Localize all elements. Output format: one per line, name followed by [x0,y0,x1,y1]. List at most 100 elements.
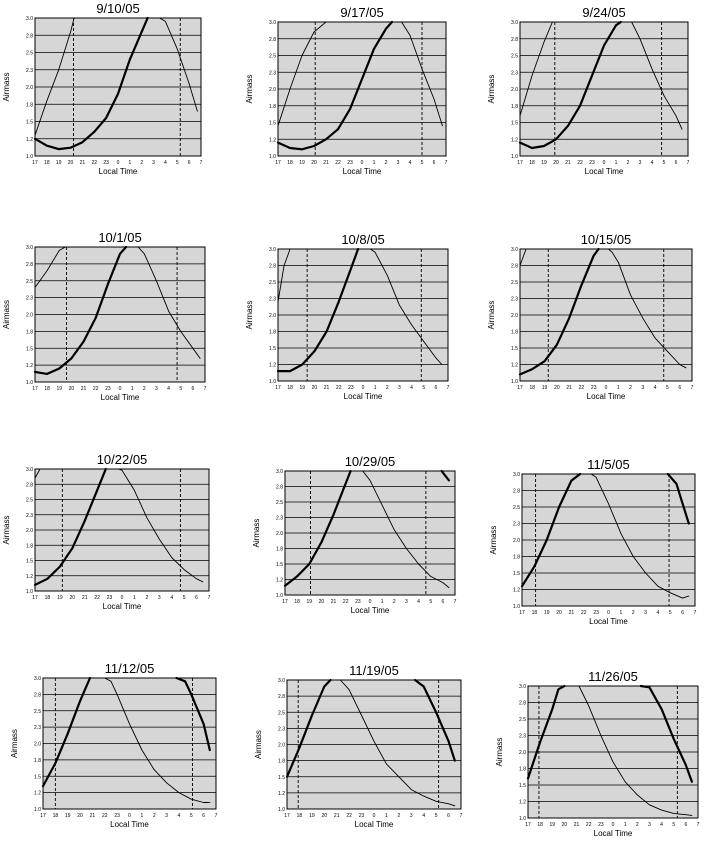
y-tick-label: 1.2 [26,137,33,143]
airmass-curve-thin [519,248,527,266]
x-tick-label: 3 [648,822,651,828]
x-tick-label: 7 [200,160,203,166]
x-tick-label: 22 [102,813,108,819]
airmass-curve-thin [159,17,198,112]
x-tick-label: 2 [386,385,389,391]
x-tick-label: 17 [275,385,281,391]
x-tick-label: 2 [397,813,400,819]
x-tick-label: 3 [397,160,400,166]
x-tick-label: 19 [541,160,547,166]
y-tick-label: 1.0 [276,593,283,599]
y-tick-label: 1.5 [26,120,33,126]
y-tick-label: 1.8 [278,759,285,765]
y-tick-label: 1.2 [269,137,276,143]
x-tick-label: 0 [361,160,364,166]
chart-title: 11/19/05 [349,663,399,678]
x-tick-label: 0 [607,610,610,616]
y-tick-label: 1.8 [511,330,518,336]
y-tick-label: 2.8 [513,489,520,495]
x-tick-label: 17 [517,160,523,166]
x-tick-label: 6 [681,610,684,616]
y-tick-label: 1.0 [519,816,526,822]
x-tick-label: 6 [678,385,681,391]
x-tick-label: 23 [593,610,599,616]
airmass-curve-thick [33,467,107,586]
x-tick-label: 19 [300,385,306,391]
x-tick-label: 22 [579,385,585,391]
airmass-curve-thick [518,247,600,376]
x-tick-label: 22 [335,160,341,166]
x-tick-label: 22 [94,595,100,601]
x-tick-label: 22 [581,610,587,616]
x-tick-label: 1 [128,160,131,166]
y-axis-label: Airmass [487,301,496,330]
x-axis-label: Local Time [110,820,149,829]
x-axis-label: Local Time [594,829,633,838]
y-tick-label: 1.0 [511,154,518,160]
y-tick-label: 1.2 [511,137,518,143]
y-tick-label: 2.5 [34,709,41,715]
airmass-curve-thick [276,247,360,373]
y-tick-label: 2.0 [511,87,518,93]
x-tick-label: 0 [117,160,120,166]
airmass-panel: 1.01.21.51.82.02.32.52.83.017 18 19 20 21 22 2… [2,230,207,402]
airmass-curve-thin [339,679,456,807]
y-tick-label: 1.5 [269,121,276,127]
x-tick-label: 23 [355,599,361,605]
x-tick-label: 5 [183,595,186,601]
x-tick-label: 22 [336,385,342,391]
x-tick-label: 19 [307,599,313,605]
y-axis-label: Airmass [254,730,263,759]
y-tick-label: 1.8 [276,547,283,553]
y-tick-label: 2.0 [269,313,276,319]
y-tick-label: 2.8 [34,692,41,698]
y-tick-label: 2.3 [511,70,518,76]
x-tick-label: 5 [672,822,675,828]
x-tick-label: 3 [639,160,642,166]
x-tick-label: 1 [374,385,377,391]
x-tick-label: 23 [103,160,109,166]
airmass-panel: 1.01.21.51.82.02.32.52.83.017 18 19 20 21 22 2… [245,5,448,176]
airmass-curve-thin [34,468,41,479]
y-tick-label: 1.0 [26,380,33,386]
x-tick-label: 2 [636,822,639,828]
y-tick-label: 2.5 [513,505,520,511]
y-tick-label: 2.0 [519,750,526,756]
y-tick-label: 1.2 [34,791,41,797]
x-tick-label: 21 [81,386,87,392]
x-tick-label: 19 [542,385,548,391]
x-tick-label: 20 [322,813,328,819]
x-tick-label: 2 [153,813,156,819]
x-tick-label: 22 [577,160,583,166]
y-tick-label: 2.5 [519,717,526,723]
x-tick-label: 4 [409,160,412,166]
x-tick-label: 6 [195,595,198,601]
x-axis-label: Local Time [585,167,624,176]
airmass-curve-thin [608,248,687,369]
chart-title: 10/15/05 [581,232,632,247]
y-axis-label: Airmass [487,75,496,104]
x-tick-label: 18 [529,160,535,166]
x-tick-label: 4 [170,595,173,601]
x-tick-label: 7 [687,160,690,166]
x-tick-label: 3 [398,385,401,391]
y-tick-label: 1.0 [26,154,33,160]
x-tick-label: 5 [422,385,425,391]
y-tick-label: 1.8 [26,102,33,108]
y-tick-label: 3.0 [26,467,33,473]
airmass-curve-thin [277,248,291,303]
x-tick-label: 0 [128,813,131,819]
x-tick-label: 6 [434,385,437,391]
x-tick-label: 2 [140,160,143,166]
x-tick-label: 17 [32,386,38,392]
x-tick-label: 2 [627,160,630,166]
x-tick-label: 7 [204,386,207,392]
airmass-panel: 1.01.21.51.82.02.32.52.83.017 18 19 20 21 22 2… [252,454,457,615]
airmass-curve-thin [34,246,66,288]
y-tick-label: 1.5 [269,346,276,352]
airmass-curve-thin [519,21,553,117]
y-tick-label: 2.3 [278,726,285,732]
x-axis-label: Local Time [351,606,390,615]
airmass-curve-thick [518,20,622,150]
x-tick-label: 18 [294,599,300,605]
